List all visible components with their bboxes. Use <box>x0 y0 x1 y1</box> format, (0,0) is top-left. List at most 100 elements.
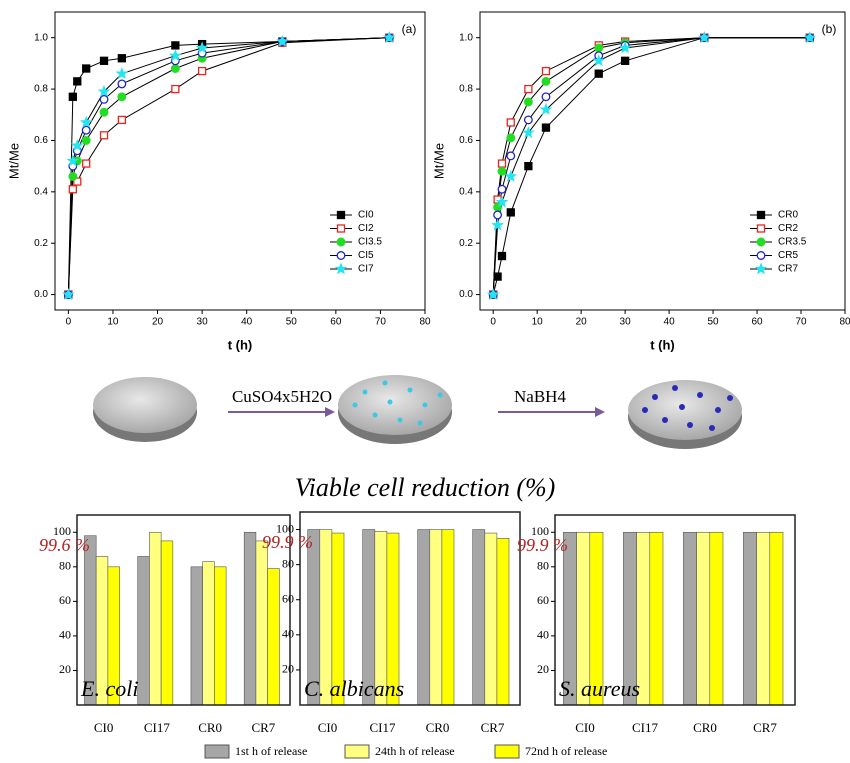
legend-label: CR7 <box>778 264 798 275</box>
legend-label: 72nd h of release <box>525 744 607 758</box>
x-tick-label: CR0 <box>426 720 450 735</box>
legend-label: CI3.5 <box>358 237 382 248</box>
marker <box>82 126 90 134</box>
bar <box>683 532 696 705</box>
bar <box>418 530 430 705</box>
marker <box>69 186 76 193</box>
y-tick-label: 0.0 <box>459 289 473 300</box>
legend-label: CR2 <box>778 223 798 234</box>
bar <box>485 533 497 705</box>
bar <box>710 532 723 705</box>
y-tick-label: 80 <box>282 556 294 570</box>
y-tick-label: 0.4 <box>459 186 473 197</box>
legend-marker <box>337 252 345 260</box>
x-tick-label: CR7 <box>251 720 275 735</box>
y-tick-label: 0.6 <box>459 135 473 146</box>
x-tick-label: 10 <box>532 317 544 328</box>
marker <box>494 211 502 219</box>
y-tick-label: 0.8 <box>459 84 473 95</box>
marker <box>117 69 126 78</box>
legend-marker <box>757 252 765 260</box>
marker <box>498 160 505 167</box>
legend-marker <box>338 225 345 232</box>
marker <box>507 134 515 142</box>
x-tick-label: 40 <box>664 317 676 328</box>
synthesis-diagram: CuSO4x5H2O NaBH4 <box>93 375 742 449</box>
x-tick-label: CR7 <box>753 720 777 735</box>
marker <box>69 173 77 181</box>
marker <box>118 116 125 123</box>
bar <box>757 532 770 705</box>
y-tick-label: 60 <box>282 591 294 605</box>
marker <box>525 163 532 170</box>
y-tick-label: 40 <box>537 628 549 642</box>
legend-label: CI2 <box>358 223 374 234</box>
bar <box>161 541 173 705</box>
y-tick-label: 20 <box>282 662 294 676</box>
legend-label: CI0 <box>358 210 374 221</box>
marker <box>82 137 90 145</box>
bar <box>203 562 215 705</box>
bar <box>743 532 756 705</box>
marker <box>172 65 180 73</box>
marker <box>74 78 81 85</box>
x-tick-label: CR0 <box>693 720 717 735</box>
marker <box>525 116 533 124</box>
x-tick-label: 0 <box>66 317 72 328</box>
legend-marker <box>338 212 345 219</box>
x-axis-label: t (h) <box>228 337 253 352</box>
marker <box>595 44 603 52</box>
y-tick-label: 40 <box>282 627 294 641</box>
marker <box>83 160 90 167</box>
x-tick-label: CI17 <box>370 720 397 735</box>
bar <box>149 532 161 705</box>
bar <box>770 532 783 705</box>
legend-swatch <box>345 745 369 758</box>
y-tick-label: 0.0 <box>34 289 48 300</box>
reagent: CuSO4x5H2O <box>232 387 332 406</box>
y-tick-label: 20 <box>59 662 71 676</box>
panel-label: (a) <box>402 22 417 36</box>
marker <box>525 98 533 106</box>
organism-label: S. aureus <box>559 676 640 701</box>
legend-marker <box>336 264 345 273</box>
marker <box>118 55 125 62</box>
legend-label: CI7 <box>358 264 374 275</box>
x-tick-label: CR7 <box>481 720 505 735</box>
bar <box>214 567 226 705</box>
marker <box>101 132 108 139</box>
marker <box>493 220 502 229</box>
x-tick-label: 80 <box>419 317 431 328</box>
bar <box>244 532 256 705</box>
marker <box>118 93 126 101</box>
x-tick-label: CI0 <box>318 720 338 735</box>
legend-marker <box>757 238 765 246</box>
organism-label: C. albicans <box>304 676 404 701</box>
bar <box>268 569 280 705</box>
y-tick-label: 1.0 <box>459 32 473 43</box>
reagent: NaBH4 <box>514 387 566 406</box>
marker <box>506 172 515 181</box>
x-tick-label: 50 <box>286 317 298 328</box>
x-tick-label: 60 <box>751 317 763 328</box>
marker <box>622 57 629 64</box>
bar <box>697 532 710 705</box>
y-tick-label: 0.4 <box>34 186 48 197</box>
legend-swatch <box>205 745 229 758</box>
marker <box>507 152 515 160</box>
marker <box>595 70 602 77</box>
x-tick-label: 50 <box>708 317 720 328</box>
bar <box>497 538 509 705</box>
x-tick-label: 60 <box>330 317 342 328</box>
y-axis-label: Mt/Me <box>6 143 21 179</box>
marker <box>172 86 179 93</box>
arrow-head <box>595 407 605 417</box>
marker <box>498 253 505 260</box>
marker <box>507 119 514 126</box>
legend-label: CR3.5 <box>778 237 807 248</box>
legend-marker <box>758 225 765 232</box>
legend-marker <box>756 264 765 273</box>
x-tick-label: 80 <box>839 317 850 328</box>
x-tick-label: 0 <box>490 317 496 328</box>
bar <box>442 530 454 705</box>
